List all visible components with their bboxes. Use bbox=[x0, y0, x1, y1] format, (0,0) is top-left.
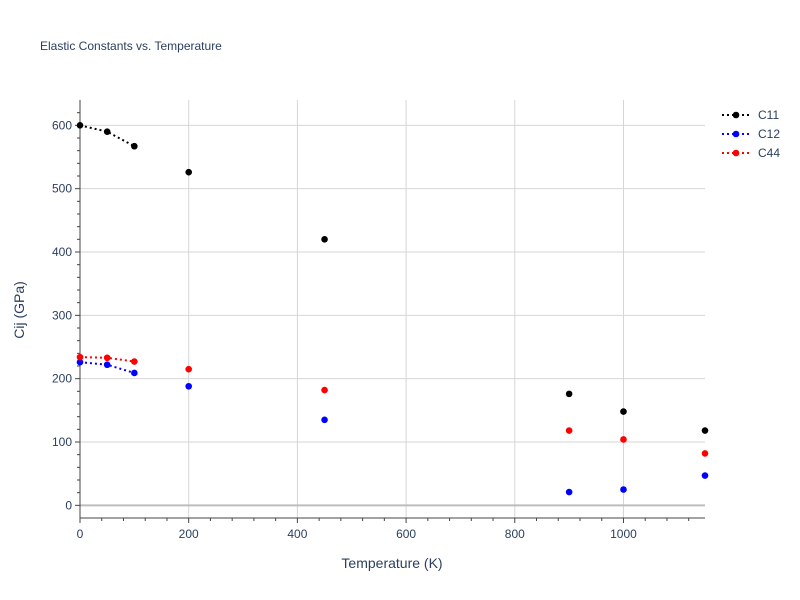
y-tick-label: 100 bbox=[52, 435, 72, 449]
series-C44 bbox=[76, 353, 709, 457]
x-tick-label: 0 bbox=[77, 527, 84, 541]
data-point bbox=[701, 472, 709, 479]
data-point bbox=[565, 390, 573, 398]
data-point bbox=[76, 122, 84, 129]
legend[interactable]: C11 C12 C44 bbox=[722, 108, 780, 160]
legend-item-C12[interactable]: C12 bbox=[722, 127, 780, 141]
data-point bbox=[185, 168, 192, 176]
data-point bbox=[321, 416, 328, 424]
x-axis-title: Temperature (K) bbox=[341, 555, 442, 571]
data-point bbox=[131, 369, 138, 377]
data-point bbox=[103, 354, 111, 362]
data-point bbox=[185, 365, 192, 373]
data-point bbox=[131, 358, 138, 365]
chart-title: Elastic Constants vs. Temperature bbox=[40, 39, 222, 53]
grid-lines bbox=[80, 100, 705, 518]
plot-area: 0 200 400 600 800 1000 0 100 200 300 400 500 600 bbox=[52, 100, 709, 541]
series-C11 bbox=[76, 122, 709, 434]
legend-marker bbox=[732, 130, 740, 138]
series-C12 bbox=[76, 358, 709, 496]
data-point bbox=[620, 436, 627, 443]
data-point bbox=[701, 427, 709, 434]
data-point bbox=[185, 382, 192, 390]
legend-item-C11[interactable]: C11 bbox=[722, 108, 779, 122]
x-tick-label: 600 bbox=[396, 527, 416, 541]
legend-label: C11 bbox=[758, 108, 779, 122]
legend-label: C12 bbox=[758, 127, 780, 141]
legend-label: C44 bbox=[758, 146, 780, 160]
series-line bbox=[79, 361, 135, 374]
x-tick-label: 800 bbox=[505, 527, 525, 541]
y-tick-label: 600 bbox=[52, 118, 72, 132]
data-point bbox=[565, 427, 573, 434]
y-axis-title: Cij (GPa) bbox=[11, 281, 27, 339]
data-point bbox=[701, 450, 709, 457]
series-layer bbox=[76, 122, 709, 496]
data-point bbox=[321, 386, 328, 394]
series-line bbox=[79, 356, 135, 363]
y-tick-label: 200 bbox=[52, 372, 72, 386]
data-point bbox=[565, 488, 573, 496]
x-tick-label: 200 bbox=[179, 527, 199, 541]
data-point bbox=[620, 408, 627, 415]
data-point bbox=[131, 142, 138, 150]
data-point bbox=[103, 361, 111, 369]
data-point bbox=[76, 358, 84, 366]
y-tick-label: 400 bbox=[52, 245, 72, 259]
data-point bbox=[76, 353, 84, 361]
legend-item-C44[interactable]: C44 bbox=[722, 146, 780, 160]
x-tick-label: 1000 bbox=[610, 527, 637, 541]
y-tick-label: 0 bbox=[65, 498, 72, 512]
data-point bbox=[103, 128, 111, 135]
y-tick-label: 300 bbox=[52, 308, 72, 322]
data-point bbox=[620, 486, 627, 493]
y-tick-label: 500 bbox=[52, 182, 72, 196]
data-point bbox=[321, 236, 328, 243]
x-tick-label: 400 bbox=[287, 527, 307, 541]
legend-marker bbox=[732, 111, 740, 119]
axes: 0 200 400 600 800 1000 0 100 200 300 400 500 600 bbox=[52, 100, 705, 541]
legend-marker bbox=[732, 149, 740, 157]
